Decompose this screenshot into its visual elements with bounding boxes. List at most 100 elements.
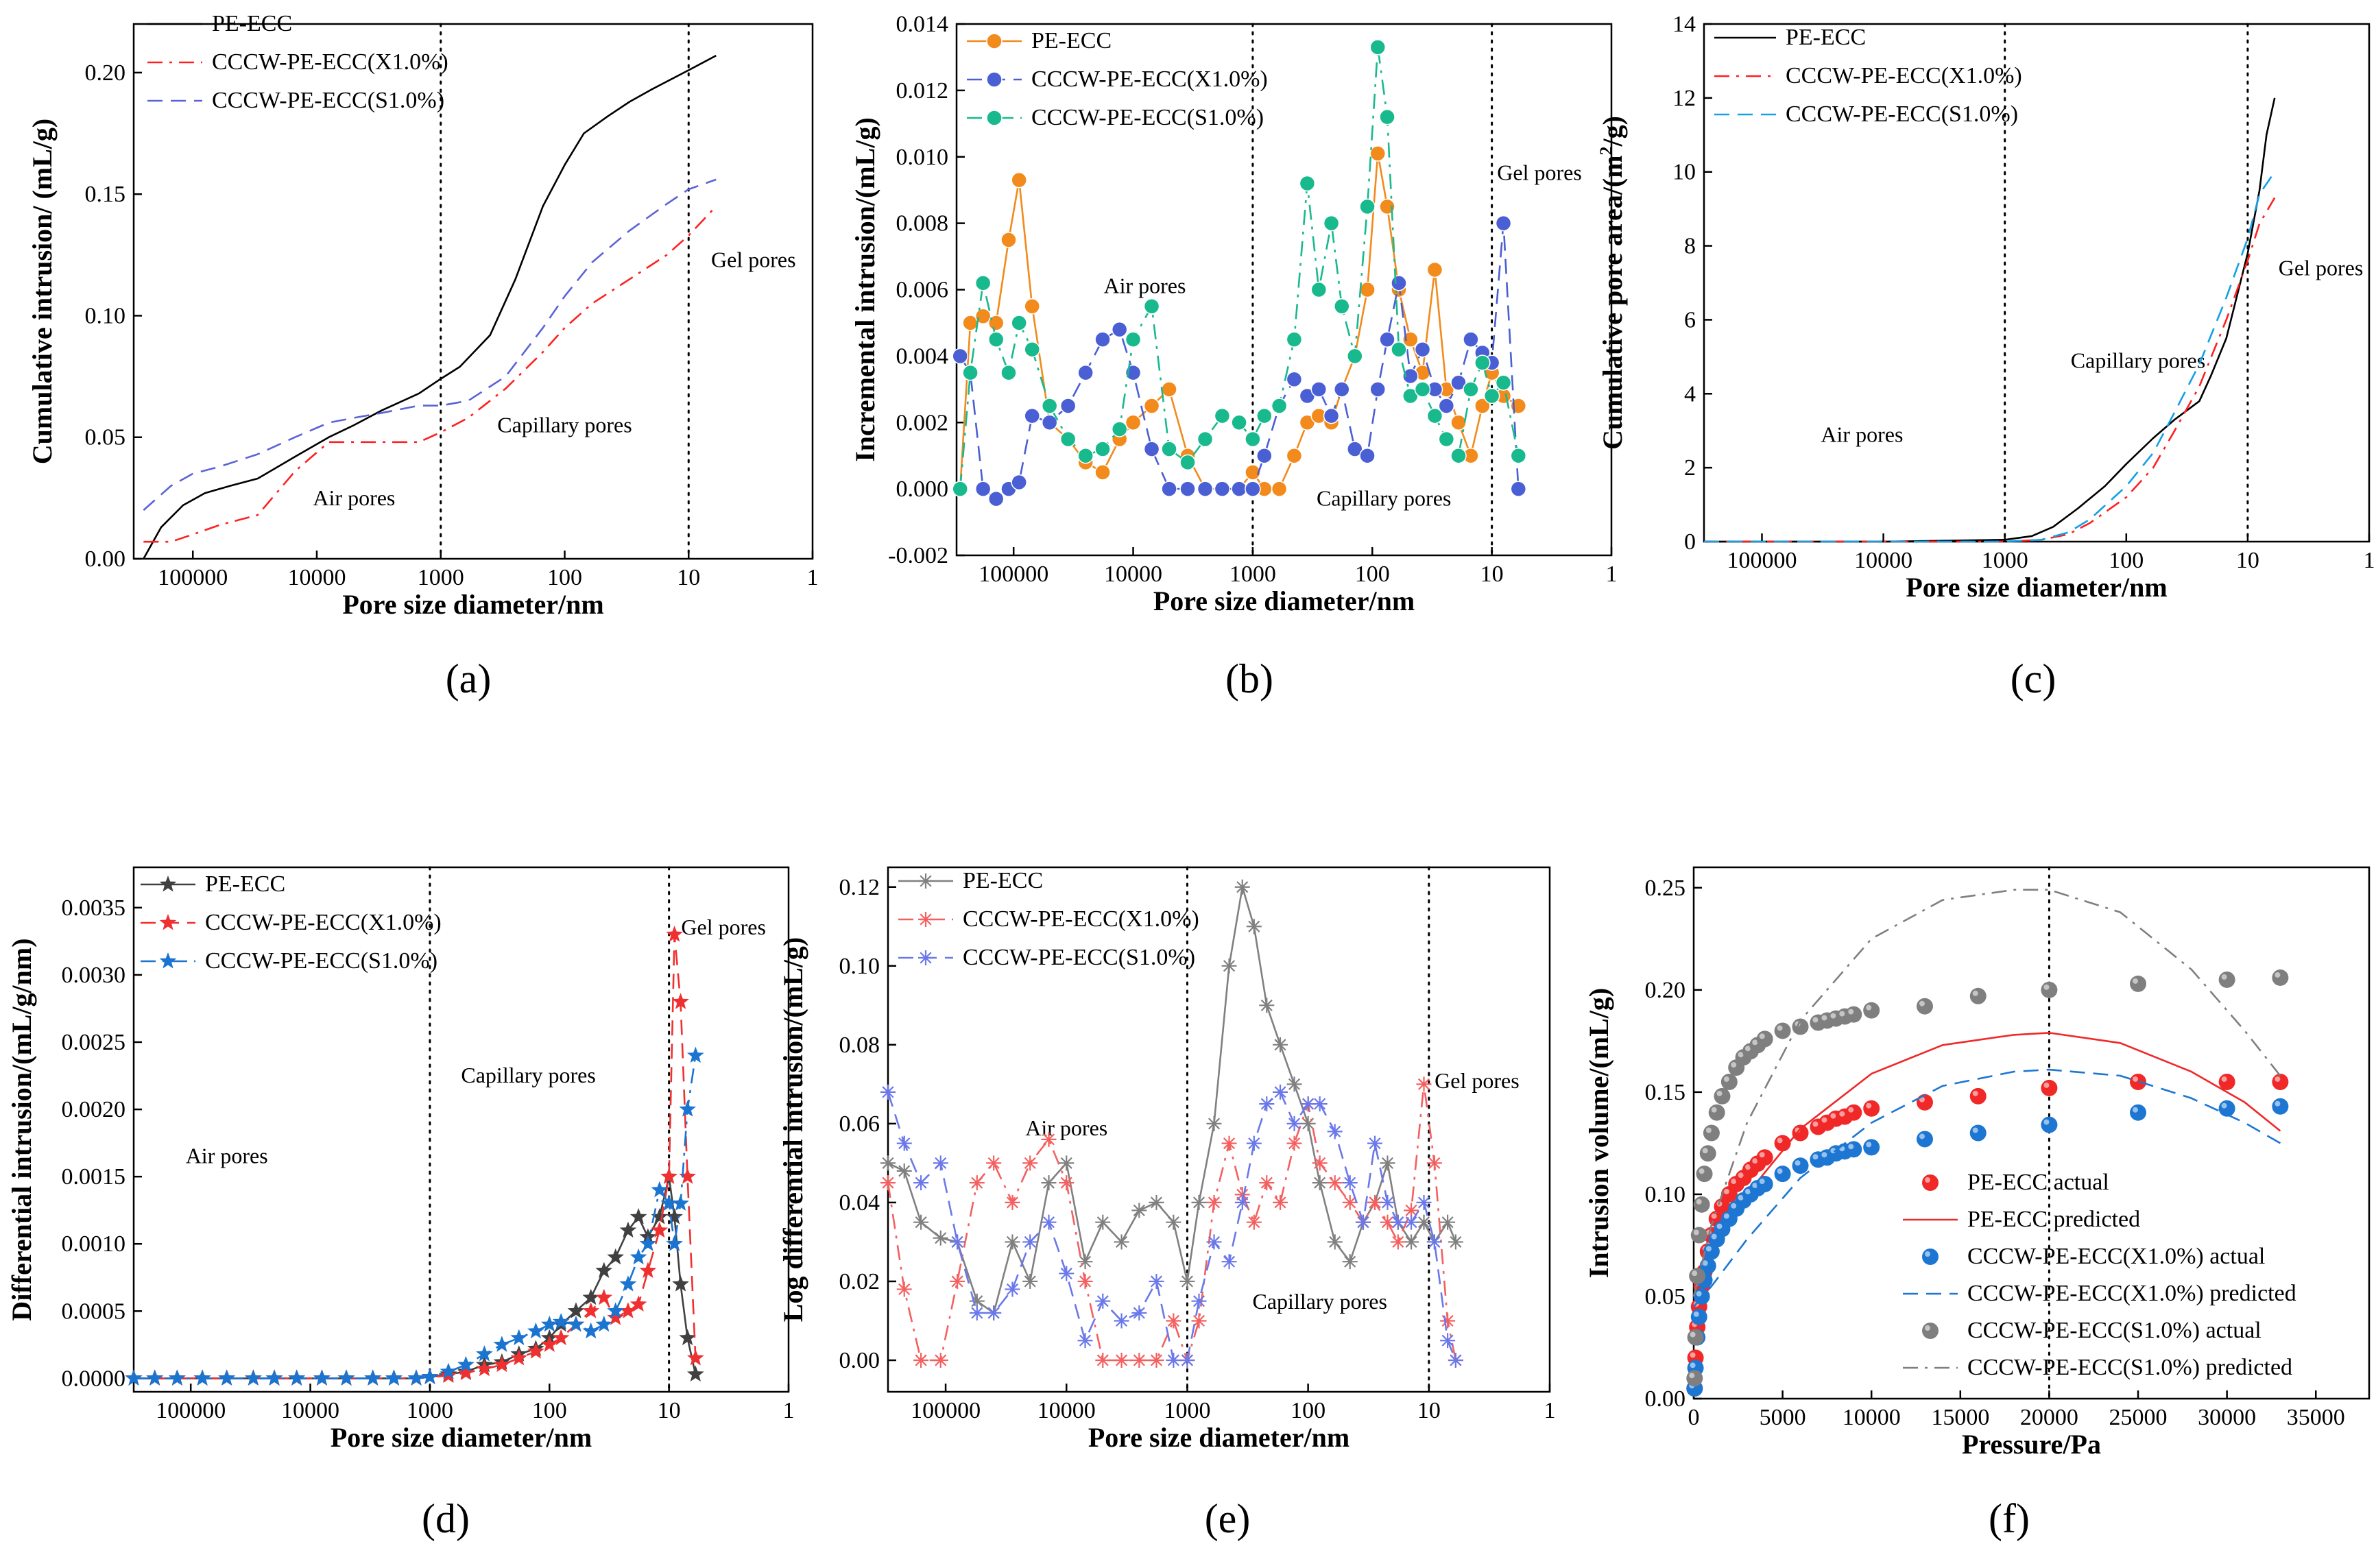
- ball-highlight: [1711, 1213, 1717, 1219]
- ball-body: [1699, 1145, 1716, 1162]
- region-annotation: Gel pores: [1435, 1068, 1520, 1093]
- region-annotation: Air pores: [313, 485, 395, 510]
- y-tick-label: 0.006: [896, 278, 949, 303]
- asterisk-stroke: [1116, 1314, 1128, 1327]
- asterisk-stroke: [1096, 1216, 1109, 1229]
- series-cccw-pe-ecc-s1-0-: [952, 39, 1527, 497]
- ball-body: [1922, 1323, 1939, 1339]
- legend-label: PE-ECC: [1786, 25, 1866, 50]
- ball-highlight: [1752, 1039, 1758, 1046]
- legend-marker: [986, 71, 1003, 88]
- data-point: [679, 1100, 696, 1117]
- y-tick-label: 2: [1684, 455, 1696, 481]
- ball-highlight: [1705, 1127, 1712, 1133]
- data-point: [540, 1336, 558, 1352]
- asterisk-stroke: [1428, 1157, 1441, 1169]
- data-point: [385, 1369, 403, 1386]
- ball-body: [1774, 1022, 1791, 1039]
- x-axis-label: Pore size diameter/nm: [331, 1422, 592, 1453]
- data-point: [1094, 441, 1111, 457]
- data-point: [1355, 1214, 1371, 1230]
- data-point: [913, 1175, 929, 1191]
- data-point: [1438, 398, 1455, 414]
- legend-marker: [159, 952, 177, 969]
- data-point: [1221, 1135, 1237, 1151]
- asterisk-stroke: [1329, 1235, 1341, 1248]
- data-point: [1011, 171, 1027, 189]
- data-point: [1077, 1273, 1093, 1289]
- data-point: [1149, 1352, 1164, 1368]
- asterisk-stroke: [882, 1157, 894, 1169]
- x-tick-label: 1000: [418, 565, 464, 590]
- data-point: [987, 331, 1005, 348]
- region-annotation: Capillary pores: [2071, 348, 2205, 373]
- data-point: [1416, 1194, 1432, 1210]
- asterisk-stroke: [1208, 1196, 1221, 1209]
- data-point: [1689, 1268, 1706, 1285]
- region-annotation: Gel pores: [2279, 256, 2364, 280]
- data-point: [1077, 1333, 1093, 1349]
- data-point: [987, 315, 1005, 331]
- asterisk-stroke: [1344, 1255, 1356, 1268]
- data-point: [1323, 407, 1340, 424]
- region-annotation: Capillary pores: [497, 413, 632, 437]
- data-point: [880, 1155, 896, 1171]
- x-axis-label: Pore size diameter/nm: [342, 589, 603, 620]
- legend-swatch: [1922, 1174, 1939, 1191]
- data-point: [2272, 1073, 2289, 1090]
- data-point: [629, 1208, 647, 1225]
- data-point: [1256, 447, 1273, 464]
- ball-body: [2041, 1116, 2058, 1133]
- data-point: [1440, 1333, 1456, 1349]
- data-point: [567, 1302, 585, 1318]
- data-point: [1041, 398, 1058, 414]
- data-point: [218, 1369, 235, 1386]
- legend-marker: [159, 876, 177, 892]
- data-point: [1022, 1273, 1038, 1289]
- asterisk-stroke: [1024, 1275, 1036, 1288]
- asterisk-stroke: [1369, 1137, 1381, 1150]
- y-tick-label: 0.10: [839, 954, 880, 979]
- x-tick-label: 35000: [2287, 1405, 2345, 1430]
- data-point: [933, 1352, 948, 1368]
- data-point: [896, 1135, 912, 1151]
- data-point: [1259, 1175, 1275, 1191]
- data-point: [1474, 398, 1491, 414]
- series-cccw-pe-ecc-x1-0-: [952, 215, 1527, 507]
- legend-label: CCCW-PE-ECC(S1.0%): [1031, 105, 1264, 130]
- series-cccw-pe-ecc-x1-0-: [143, 206, 717, 543]
- legend-label: CCCW-PE-ECC(S1.0%) actual: [1967, 1318, 2261, 1343]
- asterisk-stroke: [898, 1165, 911, 1177]
- asterisk-stroke: [1369, 1196, 1381, 1209]
- data-point: [880, 1175, 896, 1191]
- data-point: [1440, 1313, 1456, 1329]
- data-point: [457, 1355, 475, 1373]
- asterisk-stroke: [898, 1137, 911, 1150]
- y-tick-label: 12: [1672, 86, 1696, 111]
- data-point: [1380, 1155, 1395, 1171]
- series-line: [134, 1055, 697, 1379]
- data-point: [1699, 1145, 1716, 1162]
- data-point: [1474, 354, 1491, 371]
- asterisk-stroke: [1274, 1086, 1286, 1098]
- data-point: [1234, 1194, 1250, 1210]
- ball-highlight: [1702, 1148, 1708, 1154]
- data-point: [1271, 481, 1288, 497]
- ball-highlight: [1759, 1152, 1765, 1158]
- data-point: [1756, 1030, 1773, 1048]
- ball-highlight: [1723, 1076, 1729, 1082]
- data-point: [1380, 1194, 1395, 1210]
- y-axis-label-part: 2: [1596, 146, 1616, 155]
- asterisk-stroke: [1288, 1137, 1301, 1150]
- data-point: [660, 1194, 677, 1211]
- asterisk-stroke: [1441, 1314, 1454, 1327]
- legend-marker: [918, 873, 933, 889]
- x-axis-label: Pore size diameter/nm: [1088, 1422, 1349, 1453]
- data-point: [950, 1273, 965, 1289]
- data-point: [1402, 387, 1419, 405]
- series-pe-ecc: [1704, 97, 2276, 543]
- y-tick-label: 0.014: [896, 12, 949, 37]
- y-axis-label: Log differential intrusion/(mL/g): [778, 937, 808, 1322]
- y-tick-label: 0.06: [839, 1111, 880, 1137]
- x-tick-label: 1: [783, 1398, 795, 1423]
